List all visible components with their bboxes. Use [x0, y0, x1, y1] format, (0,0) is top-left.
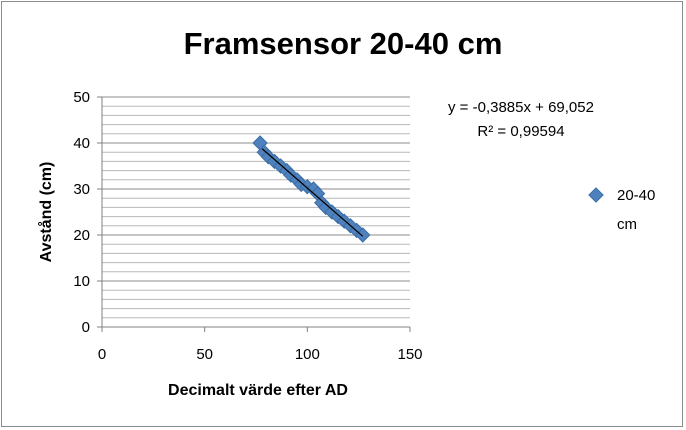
- axes-layer: [97, 97, 410, 332]
- x-tick-label: 150: [397, 346, 422, 363]
- y-tick-label: 0: [82, 319, 90, 336]
- y-tick-label: 50: [73, 89, 90, 106]
- chart-title: Framsensor 20-40 cm: [183, 26, 503, 61]
- y-axis-label: Avstånd (cm): [37, 162, 55, 263]
- legend-marker: [588, 187, 604, 203]
- legend: 20-40 cm: [588, 187, 655, 233]
- legend-label-line-1: 20-40: [617, 187, 655, 204]
- legend-label-line-2: cm: [617, 216, 637, 233]
- y-tick-label: 20: [73, 227, 90, 244]
- trendline-equation: y = -0,3885x + 69,052: [448, 99, 594, 116]
- x-tick-label: 100: [295, 346, 320, 363]
- trendline-r2: R² = 0,99594: [477, 123, 564, 140]
- grid-layer: [102, 96, 410, 319]
- x-tick-label: 50: [196, 346, 213, 363]
- trendline: [261, 148, 364, 237]
- ticks-layer: 0 10 20 30 40 50 0 50 100 150: [73, 89, 422, 363]
- y-tick-label: 30: [73, 181, 90, 198]
- y-tick-label: 40: [73, 135, 90, 152]
- x-axis-label: Decimalt värde efter AD: [168, 382, 348, 399]
- y-tick-label: 10: [73, 273, 90, 290]
- x-tick-label: 0: [98, 346, 106, 363]
- trend-layer: [261, 148, 364, 237]
